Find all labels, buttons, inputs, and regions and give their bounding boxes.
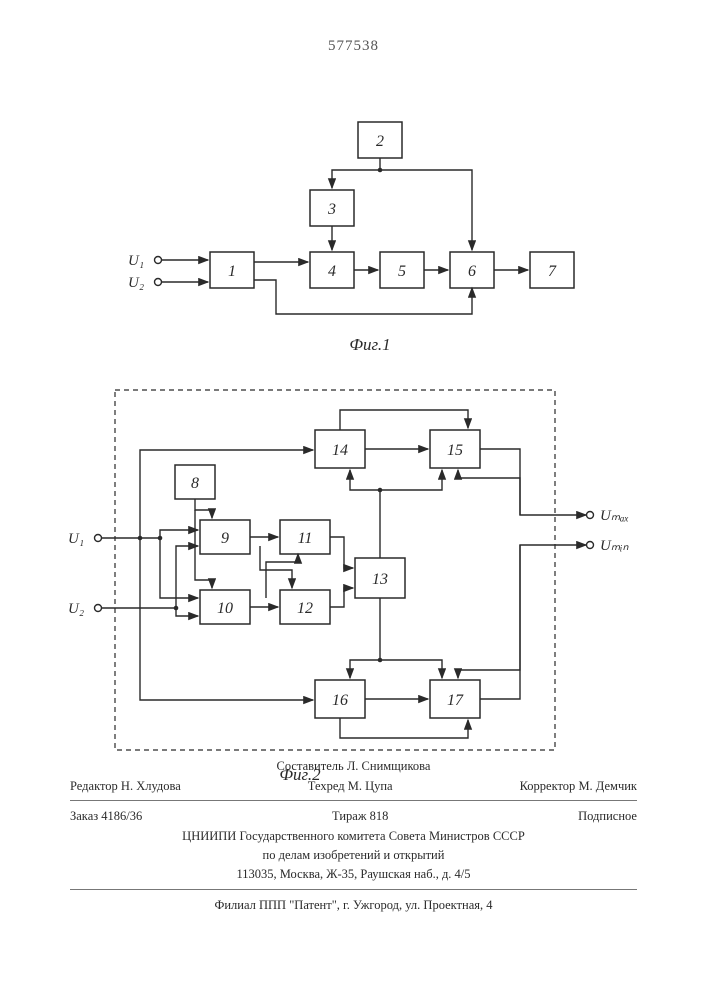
patent-number: 577538	[0, 38, 707, 55]
fig1-block-2: 2	[376, 133, 384, 150]
imprint-footer: Составитель Л. Снимщикова Редактор Н. Хл…	[70, 757, 637, 915]
fig1-block-4: 4	[328, 263, 336, 280]
fig1-block-7: 7	[548, 263, 557, 280]
fig2-block-9: 9	[221, 530, 229, 547]
fig2-input-u2: U₂	[68, 601, 84, 617]
fig2-block-10: 10	[217, 600, 233, 617]
fig2-block-11: 11	[298, 530, 313, 547]
fig2-block-8: 8	[191, 475, 199, 492]
fig1-input-u1: U₁	[128, 253, 144, 269]
fig2-diagram: U₁ U₂ Uₘₐₓ Uₘᵢₙ 8 9 10 11 12 13 14 15 16…	[0, 370, 707, 800]
fig2-block-16: 16	[332, 692, 348, 709]
fig2-output-umin: Uₘᵢₙ	[600, 538, 630, 554]
fig2-block-12: 12	[297, 600, 313, 617]
fig1-diagram: U₁ U₂ 1 2 3 4 5 6 7 Фиг.1	[0, 100, 707, 365]
fig1-label: Фиг.1	[349, 335, 390, 354]
fig2-input-u1: U₁	[68, 531, 84, 547]
fig2-block-14: 14	[332, 442, 348, 459]
fig2-block-13: 13	[372, 571, 388, 588]
fig1-block-6: 6	[468, 263, 476, 280]
fig1-block-5: 5	[398, 263, 406, 280]
fig2-block-17: 17	[447, 692, 464, 709]
fig1-input-u2: U₂	[128, 275, 144, 291]
fig1-block-3: 3	[327, 201, 336, 218]
fig2-output-umax: Uₘₐₓ	[600, 508, 629, 524]
fig2-block-15: 15	[447, 442, 463, 459]
fig1-block-1: 1	[228, 263, 236, 280]
